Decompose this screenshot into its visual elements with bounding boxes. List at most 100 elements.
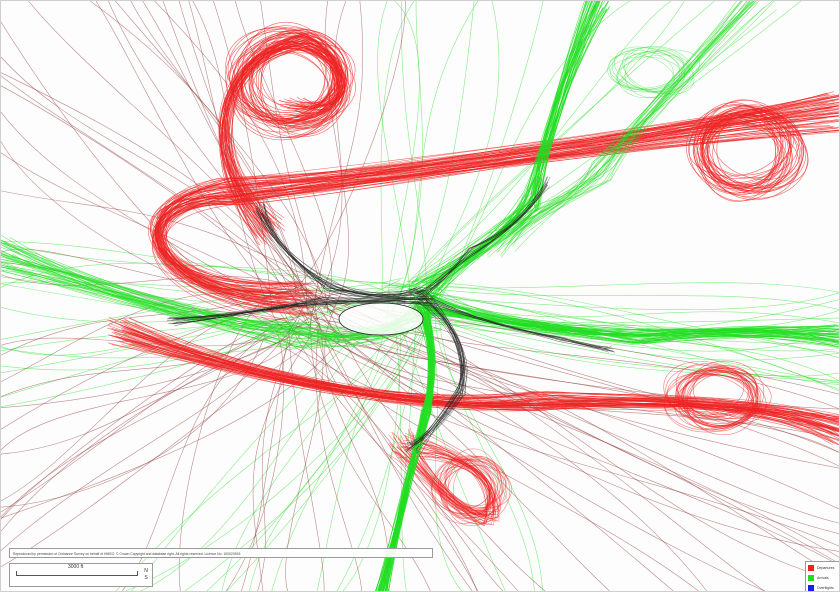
departure-track	[260, 316, 839, 552]
departure-track-band-north	[158, 98, 839, 294]
holding-loop-southeast	[675, 367, 745, 417]
taxi-track-west	[168, 299, 427, 324]
legend-swatch-overflights	[808, 584, 814, 591]
legend-swatch-departures	[808, 564, 814, 571]
holding-loop-east	[712, 114, 800, 180]
holding-loop-south	[437, 463, 498, 512]
departure-track-band-south	[114, 331, 839, 432]
departure-track-band-north	[155, 91, 835, 298]
departure-track	[213, 1, 273, 313]
departure-track	[314, 288, 478, 591]
arrival-track-band-north	[410, 1, 592, 300]
departure-track	[1, 248, 302, 293]
departure-track	[290, 308, 839, 558]
departure-track	[108, 1, 302, 298]
taxi-track-northeast	[420, 186, 551, 292]
airport-taxi-tracks	[166, 176, 615, 457]
arrival-track	[435, 322, 839, 384]
holding-loop-northwest	[241, 40, 325, 123]
arrival-track-band-east	[425, 293, 839, 343]
scale-tick-bottom: S	[144, 575, 148, 581]
taxi-track-west	[173, 297, 433, 319]
scale-line	[16, 571, 138, 576]
departure-track	[1, 334, 302, 451]
departure-track	[277, 297, 519, 591]
arrival-track	[115, 294, 439, 591]
arrival-track-band-northeast	[513, 1, 750, 234]
taxi-track-south	[409, 292, 463, 446]
arrival-track-band-south	[379, 306, 431, 591]
departure-track-band-south	[113, 331, 839, 423]
scale-bar: 3000 ft N S	[9, 563, 153, 587]
legend-label-arrivals: Arrivals	[817, 575, 829, 580]
holding-loop-southeast	[684, 360, 765, 427]
holding-loop-northeast-arrival	[607, 46, 685, 89]
departure-track	[336, 342, 839, 453]
holding-loop-east	[705, 113, 780, 192]
arrival-track	[394, 1, 423, 311]
departure-track	[95, 1, 297, 323]
holding-loop-northeast-arrival	[624, 49, 686, 98]
holding-loop-northeast-arrival	[615, 54, 690, 91]
arrival-track-band-northeast	[490, 1, 743, 234]
taxi-track-north	[260, 212, 422, 297]
taxi-track-north	[262, 198, 415, 299]
departure-track-band-south	[109, 322, 839, 433]
departure-track-band-north	[152, 96, 838, 321]
departure-track-band-south	[119, 321, 839, 432]
taxi-track-west	[166, 300, 436, 320]
departure-track-band-southloop	[388, 444, 493, 522]
departure-track	[278, 336, 839, 547]
holding-loop-south	[439, 464, 495, 520]
taxi-track-south	[410, 291, 464, 449]
departure-track	[1, 332, 335, 567]
holding-loop-northeast-arrival	[608, 53, 675, 93]
departure-track-band-north	[160, 94, 829, 285]
departure-track	[1, 75, 329, 307]
departure-track	[28, 1, 318, 321]
holding-loop-south	[441, 465, 508, 518]
holding-loop-northwest	[226, 33, 340, 121]
holding-loop-northeast-arrival	[617, 50, 681, 99]
taxi-track-west	[171, 295, 436, 321]
departure-track	[1, 338, 341, 519]
departure-track	[1, 111, 265, 303]
departure-track-band-southloop	[391, 431, 495, 516]
departure-track	[1, 274, 335, 309]
departure-track	[288, 328, 325, 591]
arrival-track	[387, 1, 420, 301]
arrival-track	[406, 1, 672, 283]
taxi-track-west	[172, 300, 427, 325]
scale-tick-top: N	[144, 568, 148, 574]
holding-loop-northwest	[225, 27, 337, 113]
departure-track-band-south	[107, 325, 839, 437]
arrival-track-band-north	[411, 1, 600, 284]
holding-loop-northwest	[232, 41, 338, 139]
holding-loop-southeast	[663, 369, 756, 433]
departure-track	[154, 1, 308, 316]
copyright-notice: Reproduced by permission of Ordnance Sur…	[9, 548, 433, 558]
departure-track-band-northwest	[231, 33, 342, 242]
holding-loop-east	[700, 116, 793, 191]
departure-track-band-north	[153, 125, 830, 308]
arrival-track-band-south	[382, 312, 430, 591]
arrival-track-band-northeast	[486, 1, 743, 256]
holding-loop-south	[446, 460, 503, 526]
departure-track	[324, 1, 349, 316]
departure-track	[1, 56, 283, 290]
holding-loop-northeast-arrival	[610, 56, 683, 91]
holding-loop-northwest	[240, 42, 339, 122]
legend-swatch-arrivals	[808, 574, 814, 581]
departure-track	[1, 293, 341, 430]
taxi-track-south	[409, 301, 466, 452]
taxi-track-north	[255, 209, 420, 296]
holding-loop-northwest	[242, 21, 333, 121]
taxi-track-north	[256, 203, 429, 296]
legend-item-overflights: Overflights	[806, 583, 839, 591]
departure-track	[315, 323, 362, 591]
holding-loop-east	[699, 119, 785, 202]
departure-track	[1, 292, 333, 518]
taxi-track-south	[416, 298, 462, 454]
